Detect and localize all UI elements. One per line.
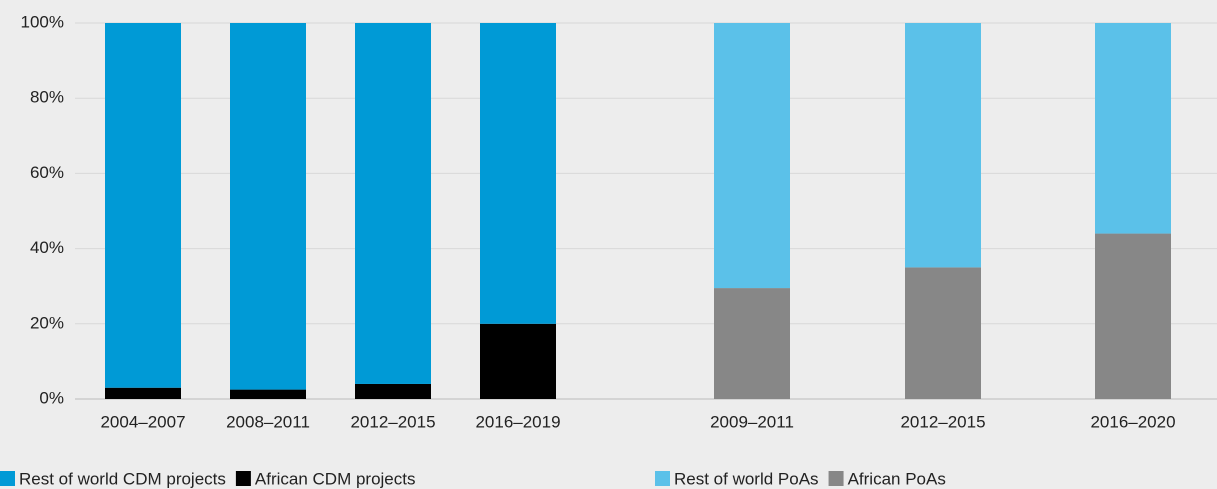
bar-segment — [714, 23, 790, 289]
bar-segment — [1095, 23, 1171, 234]
bar-segment — [1095, 233, 1171, 399]
y-tick-label: 100% — [21, 12, 64, 31]
legend-swatch — [828, 471, 844, 486]
bar-segment — [105, 23, 181, 388]
x-tick-label: 2009–2011 — [710, 412, 794, 431]
bar-segment — [355, 23, 431, 384]
legend-label: African CDM projects — [255, 469, 416, 488]
bar-segment — [714, 288, 790, 399]
x-tick-label: 2012–2015 — [350, 412, 435, 431]
bar-segment — [480, 323, 556, 399]
y-tick-label: 0% — [39, 388, 64, 407]
x-tick-label: 2016–2020 — [1090, 412, 1175, 431]
y-tick-label: 80% — [30, 88, 64, 107]
legend-label: Rest of world PoAs — [674, 469, 819, 488]
bar-segment — [355, 383, 431, 399]
y-tick-label: 20% — [30, 313, 64, 332]
x-tick-label: 2008–2011 — [226, 412, 310, 431]
bar-segment — [905, 267, 981, 399]
bar-segment — [105, 387, 181, 399]
y-tick-label: 40% — [30, 238, 64, 257]
bar-segment — [230, 389, 306, 399]
bar-segment — [230, 23, 306, 390]
bar-segment — [905, 23, 981, 268]
legend-label: African PoAs — [848, 469, 946, 488]
legend-swatch — [0, 471, 15, 486]
bar-segment — [480, 23, 556, 324]
legend-swatch — [235, 471, 251, 486]
x-tick-label: 2012–2015 — [900, 412, 985, 431]
x-tick-label: 2004–2007 — [100, 412, 185, 431]
y-tick-label: 60% — [30, 163, 64, 182]
legend-swatch — [655, 471, 670, 486]
x-tick-label: 2016–2019 — [475, 412, 560, 431]
legend-label: Rest of world CDM projects — [19, 469, 226, 488]
